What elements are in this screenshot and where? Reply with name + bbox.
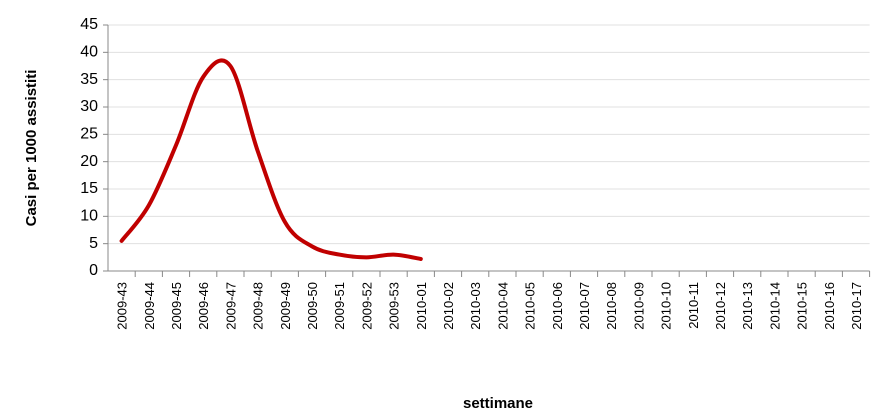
x-tick-label: 2010-11 bbox=[686, 282, 701, 329]
x-tick-label: 2010-10 bbox=[659, 282, 674, 330]
y-tick-label: 10 bbox=[80, 208, 98, 225]
x-tick-label: 2010-08 bbox=[604, 282, 619, 330]
x-tick-label: 2009-46 bbox=[196, 282, 211, 330]
y-tick-label: 0 bbox=[89, 262, 98, 279]
y-tick-label: 30 bbox=[80, 98, 98, 115]
y-tick-label: 40 bbox=[80, 44, 98, 61]
x-tick-label: 2009-53 bbox=[387, 282, 402, 330]
x-tick-label: 2009-50 bbox=[305, 282, 320, 330]
x-tick-label: 2010-12 bbox=[713, 282, 728, 330]
x-tick-label: 2010-03 bbox=[468, 282, 483, 330]
x-tick-label: 2009-45 bbox=[169, 282, 184, 330]
x-tick-label: 2010-15 bbox=[795, 282, 810, 330]
y-tick-label: 20 bbox=[80, 153, 98, 170]
x-tick-label: 2010-14 bbox=[767, 282, 782, 330]
x-tick-label: 2009-43 bbox=[115, 282, 130, 330]
y-tick-label: 25 bbox=[80, 126, 98, 143]
x-axis-label: settimane bbox=[463, 395, 533, 412]
x-tick-label: 2009-48 bbox=[251, 282, 266, 330]
x-tick-label: 2010-09 bbox=[631, 282, 646, 330]
x-tick-label: 2009-51 bbox=[332, 282, 347, 330]
x-tick-label: 2010-01 bbox=[414, 282, 429, 330]
x-tick-label: 2009-49 bbox=[278, 282, 293, 330]
x-tick-label: 2009-47 bbox=[223, 282, 238, 330]
x-tick-label: 2010-06 bbox=[550, 282, 565, 330]
y-tick-label: 35 bbox=[80, 71, 98, 88]
line-series bbox=[119, 58, 423, 261]
x-tick-label: 2010-04 bbox=[495, 282, 510, 330]
x-tick-label: 2010-02 bbox=[441, 282, 456, 330]
y-tick-label: 5 bbox=[89, 235, 98, 252]
x-tick-label: 2010-07 bbox=[577, 282, 592, 330]
x-tick-label: 2009-44 bbox=[142, 282, 157, 330]
x-tick-label: 2010-16 bbox=[822, 282, 837, 330]
x-tick-label: 2010-17 bbox=[849, 282, 864, 330]
y-tick-label: 15 bbox=[80, 180, 98, 197]
x-tick-label: 2009-52 bbox=[359, 282, 374, 330]
y-tick-label: 45 bbox=[80, 16, 98, 33]
y-axis-label: Casi per 1000 assistiti bbox=[23, 70, 40, 227]
x-tick-label: 2010-05 bbox=[523, 282, 538, 330]
x-tick-label: 2010-13 bbox=[740, 282, 755, 330]
